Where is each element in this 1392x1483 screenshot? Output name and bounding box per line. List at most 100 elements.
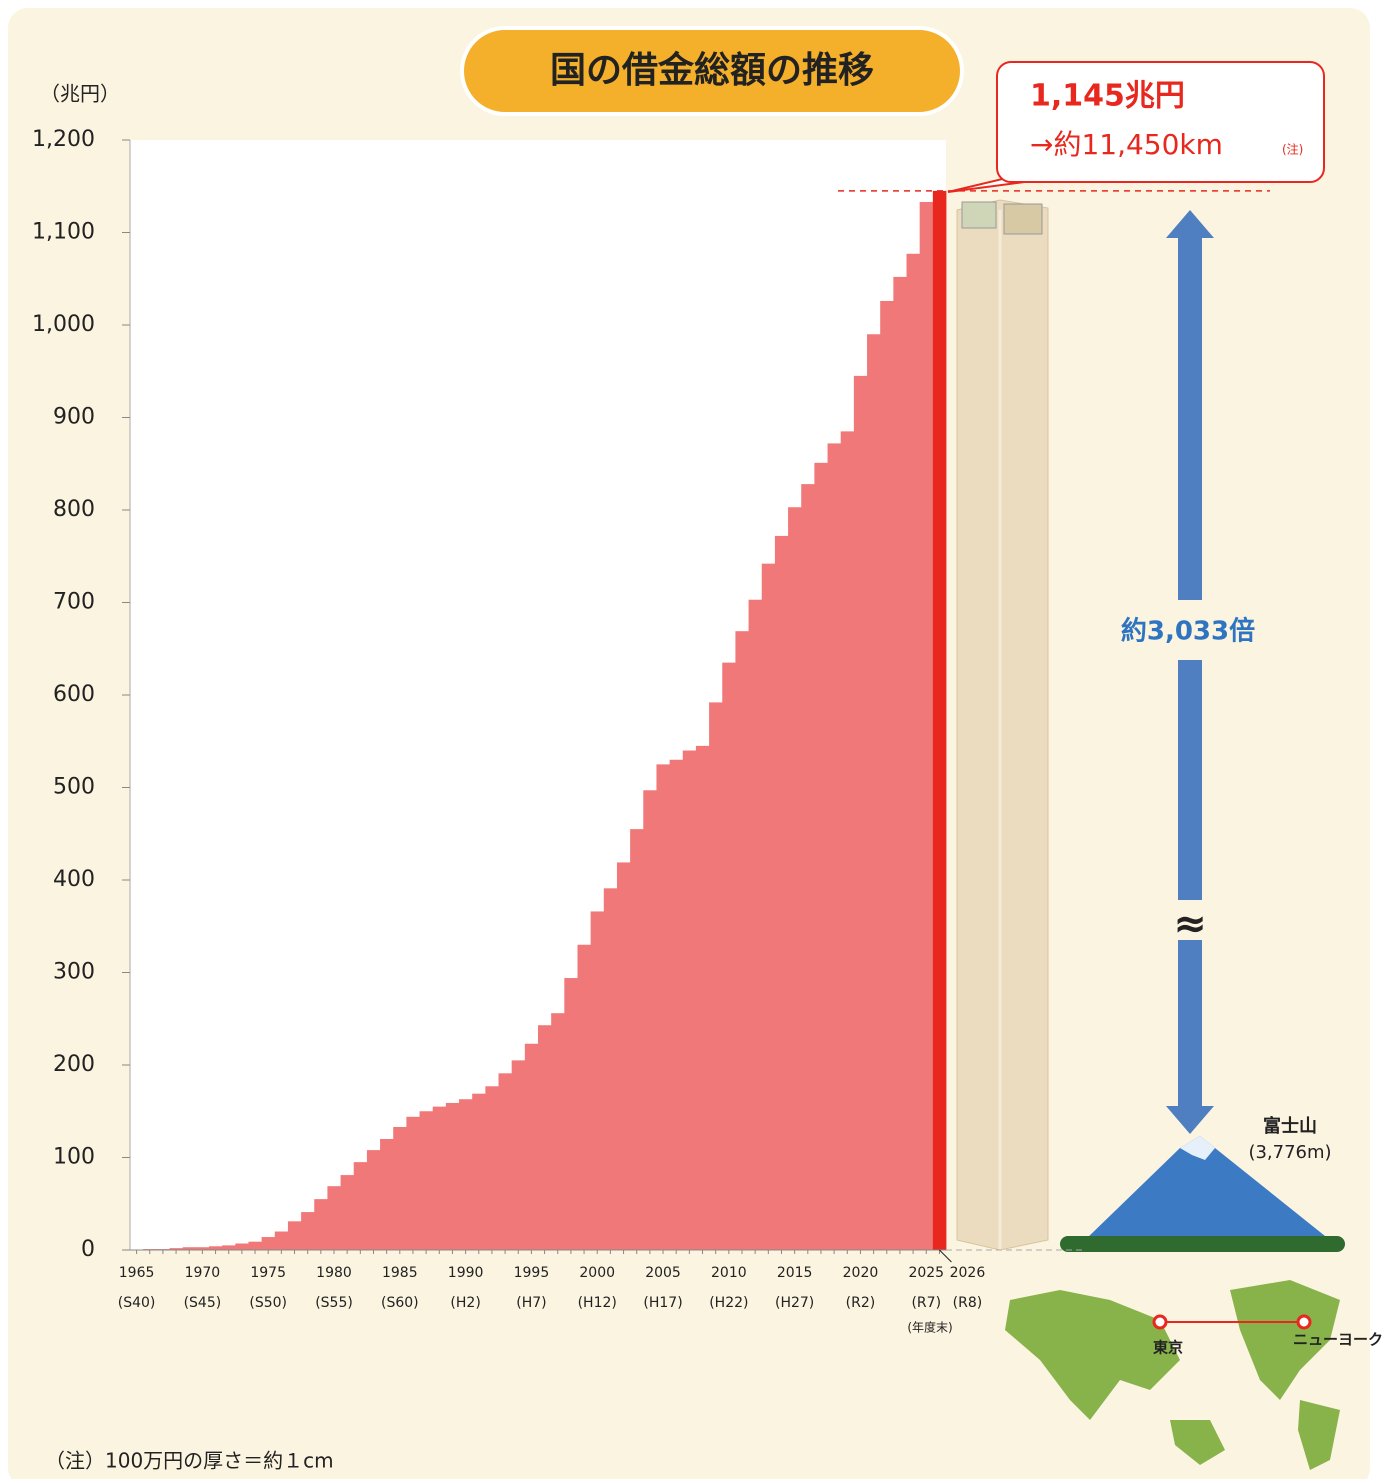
bar (683, 751, 697, 1251)
x-tick-sublabel: (R8) (953, 1295, 983, 1311)
bar (235, 1244, 249, 1250)
bar (604, 888, 618, 1250)
fuji-label: 富士山 (1263, 1115, 1317, 1137)
y-tick-label: 700 (53, 590, 95, 615)
bar (775, 536, 789, 1250)
callout-km: →約11,450km (1030, 128, 1223, 161)
tokyo-label: 東京 (1153, 1339, 1183, 1357)
y-tick-label: 100 (53, 1145, 95, 1170)
y-tick-label: 1,000 (32, 312, 95, 337)
bar (314, 1199, 328, 1250)
bar (472, 1094, 486, 1250)
bar (749, 600, 763, 1250)
x-tick-label: 1985 (382, 1265, 418, 1281)
tokyo-pin (1154, 1316, 1166, 1328)
bar (406, 1117, 420, 1250)
bar (551, 1013, 565, 1250)
bar (801, 484, 815, 1250)
bar (367, 1150, 381, 1250)
bar (525, 1044, 539, 1250)
x-tick-label: 2000 (579, 1265, 615, 1281)
bar (656, 764, 670, 1250)
bar (920, 202, 934, 1250)
y-tick-label: 300 (53, 960, 95, 985)
x-tick-sublabel: (H7) (516, 1295, 546, 1311)
x-tick-sublabel: (H2) (450, 1295, 480, 1311)
approx-sign: ≈ (1173, 901, 1207, 947)
bar (617, 862, 631, 1250)
bar (643, 790, 657, 1250)
fuji-height: (3,776m) (1248, 1142, 1331, 1163)
x-tick-sublabel: (S50) (249, 1295, 287, 1311)
x-tick-label: 1965 (119, 1265, 155, 1281)
y-tick-label: 1,100 (32, 220, 95, 245)
x-tick-sublabel: (S45) (184, 1295, 222, 1311)
bar (222, 1245, 236, 1250)
y-tick-label: 400 (53, 867, 95, 892)
bar (841, 431, 855, 1250)
bar (854, 376, 868, 1250)
y-tick-label: 1,200 (32, 127, 95, 152)
y-tick-label: 0 (81, 1237, 95, 1262)
x-tick-sublabel: (R2) (846, 1295, 876, 1311)
x-tick-label: 2025 (908, 1265, 944, 1281)
y-unit: （兆円） (40, 82, 120, 106)
chart-title: 国の借金総額の推移 (550, 49, 874, 91)
bar (288, 1221, 302, 1250)
bar (788, 507, 802, 1250)
bar (564, 978, 578, 1250)
x-tick-sublabel: (H12) (578, 1295, 617, 1311)
bar (327, 1186, 341, 1250)
bar (433, 1107, 447, 1250)
newyork-label: ニューヨーク (1293, 1331, 1383, 1349)
x-tick-label: 2026 (950, 1265, 986, 1281)
bar (459, 1099, 473, 1250)
x-tick-label: 1980 (316, 1265, 352, 1281)
bar (828, 443, 842, 1250)
bar (301, 1212, 315, 1250)
y-tick-label: 200 (53, 1052, 95, 1077)
money-stack (957, 200, 1048, 1250)
x-tick-label: 2020 (843, 1265, 879, 1281)
bar (893, 277, 907, 1250)
bar (696, 746, 710, 1250)
x-tick-sublabel: (H27) (775, 1295, 814, 1311)
bar (393, 1127, 407, 1250)
bar (275, 1232, 289, 1251)
x-tick-sublabel: (S60) (381, 1295, 419, 1311)
bar (446, 1103, 460, 1250)
bar (814, 463, 828, 1250)
x-tick-label: 2015 (777, 1265, 813, 1281)
x-tick-label: 1975 (250, 1265, 286, 1281)
bar (354, 1162, 368, 1250)
bar (485, 1086, 499, 1250)
x-tick-sublabel: (S40) (118, 1295, 156, 1311)
x-tick-sublabel: (S55) (315, 1295, 353, 1311)
bar (933, 191, 947, 1250)
callout-note: (注) (1282, 142, 1303, 157)
x-tick-label: 2005 (645, 1265, 681, 1281)
x-tick-label: 1970 (185, 1265, 221, 1281)
bar (577, 945, 591, 1250)
y-tick-label: 600 (53, 682, 95, 707)
x-tick-sublabel: (H17) (643, 1295, 682, 1311)
newyork-pin (1298, 1316, 1310, 1328)
y-tick-label: 500 (53, 775, 95, 800)
bar (591, 911, 605, 1250)
bar (512, 1060, 526, 1250)
bar (630, 829, 644, 1250)
bar (499, 1073, 513, 1250)
bar (867, 334, 881, 1250)
x-tick-sublabel: (R7) (911, 1295, 941, 1311)
x-tick-sublabel: (H22) (709, 1295, 748, 1311)
bar (880, 301, 894, 1250)
bar (762, 564, 776, 1250)
callout-value: 1,145兆円 (1030, 79, 1185, 114)
x-tick-label: 1990 (448, 1265, 484, 1281)
ratio-label: 約3,033倍 (1121, 616, 1255, 647)
bar (420, 1111, 434, 1250)
x-tick-label: 1995 (514, 1265, 550, 1281)
footnote: （注）100万円の厚さ＝約１cm (45, 1449, 334, 1473)
bar (380, 1139, 394, 1250)
